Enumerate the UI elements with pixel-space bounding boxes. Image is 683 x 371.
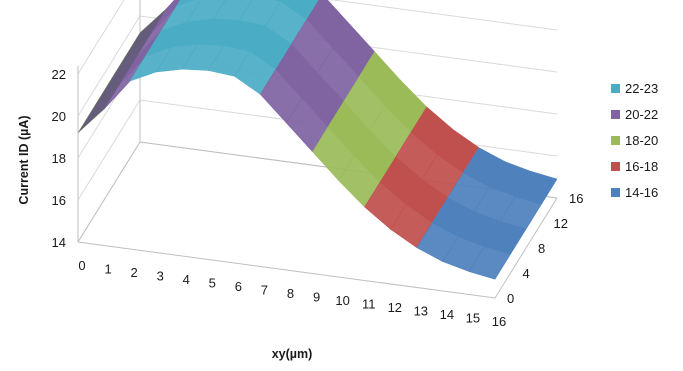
depth-tick-label: 8 [538,241,545,256]
surface-patch [468,246,511,280]
z-tick-label: 20 [52,109,66,124]
x-tick-label: 0 [78,258,85,273]
x-tick-label: 10 [335,293,349,308]
x-tick-label: 7 [261,283,268,298]
x-tick-label: 12 [388,300,402,315]
x-tick-label: 14 [440,307,454,322]
x-tick-label: 1 [104,262,111,277]
gridline-z-22 [77,0,558,75]
legend-label: 20-22 [625,107,658,122]
x-tick-label: 2 [130,265,137,280]
x-tick-label: 4 [183,272,190,287]
legend-label: 22-23 [625,81,658,96]
floor-edges [77,197,558,299]
legend-swatch [611,110,620,119]
legend-swatch [611,162,620,171]
legend-swatch [611,188,620,197]
depth-tick-label: 0 [507,291,514,306]
depth-tick-label: 12 [554,216,568,231]
x-tick-label: 9 [313,290,320,305]
x-tick-label: 3 [157,269,164,284]
legend: 22-23 20-22 18-20 16-18 14-16 [611,81,658,200]
z-tick-label: 22 [52,67,66,82]
x-tick-label: 16 [492,314,506,329]
x-tick-label: 6 [235,279,242,294]
z-tick-label: 16 [52,193,66,208]
legend-swatch [611,84,620,93]
x-axis-title: xy(µm) [272,347,313,361]
x-tick-label: 13 [414,304,428,319]
surface-left-face [78,9,167,133]
legend-swatch [611,136,620,145]
surface-plot [77,0,558,280]
x-tick-label: 15 [466,311,480,326]
y-axis-title: Current ID (µA) [17,115,31,204]
legend-label: 18-20 [625,133,658,148]
depth-tick-label: 16 [569,191,583,206]
legend-label: 16-18 [625,159,658,174]
x-tick-label: 11 [362,297,376,312]
x-tick-label: 5 [209,276,216,291]
depth-tick-label: 4 [523,266,530,281]
legend-label: 14-16 [625,185,658,200]
z-tick-label: 14 [52,235,66,250]
z-tick-label: 18 [52,151,66,166]
x-tick-label: 8 [287,286,294,301]
